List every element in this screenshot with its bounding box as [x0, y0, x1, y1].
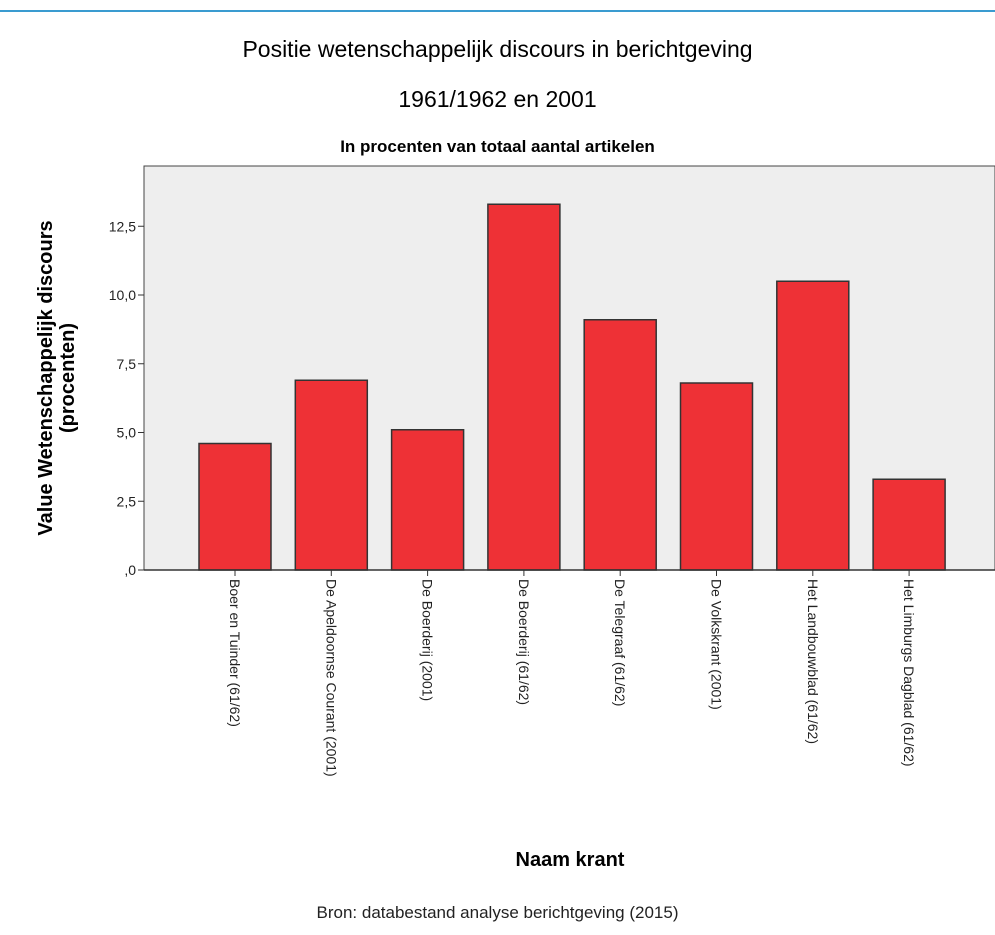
x-tick-label: Het Landbouwblad (61/62) — [805, 579, 821, 744]
x-tick-label: Boer en Tuinder (61/62) — [227, 579, 243, 727]
y-axis-label-line: Value Wetenschappelijk discours — [35, 220, 57, 535]
y-tick-label: ,0 — [124, 562, 136, 578]
bar — [390, 429, 465, 571]
x-tick-label: De Apeldoornse Courant (2001) — [323, 579, 339, 777]
bar — [679, 382, 754, 571]
bar — [198, 442, 272, 571]
y-tick-label: 10,0 — [109, 287, 136, 303]
y-axis-label: Value Wetenschappelijk discours(procente… — [35, 220, 79, 535]
bar — [583, 319, 657, 571]
bar — [487, 203, 561, 571]
bar — [872, 478, 946, 571]
y-axis-label-line: (procenten) — [57, 323, 79, 433]
bar — [294, 379, 369, 571]
top-accent-rule — [0, 10, 995, 12]
chart-caption: In procenten van totaal aantal artikelen — [340, 137, 655, 156]
chart-subtitle: 1961/1962 en 2001 — [398, 86, 597, 112]
x-tick-label: De Boerderij (2001) — [420, 579, 436, 701]
y-tick-label: 7,5 — [117, 356, 137, 372]
plot-area — [143, 165, 995, 571]
source-note: Bron: databestand analyse berichtgeving … — [316, 903, 679, 922]
x-tick-label: De Volkskrant (2001) — [709, 579, 725, 710]
y-tick-label: 5,0 — [117, 425, 137, 441]
y-tick-label: 12,5 — [109, 218, 136, 234]
x-tick-label: De Boerderij (61/62) — [516, 579, 532, 705]
bar — [776, 280, 850, 571]
x-axis-label: Naam krant — [516, 849, 625, 871]
y-tick-label: 2,5 — [117, 493, 137, 509]
x-tick-label: De Telegraaf (61/62) — [612, 579, 628, 706]
x-tick-label: Het Limburgs Dagblad (61/62) — [901, 579, 917, 767]
chart-title: Positie wetenschappelijk discours in ber… — [242, 36, 753, 62]
